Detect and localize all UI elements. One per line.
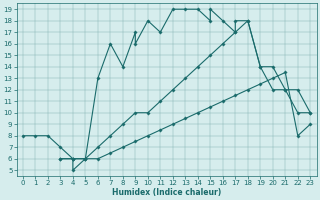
X-axis label: Humidex (Indice chaleur): Humidex (Indice chaleur)	[112, 188, 221, 197]
